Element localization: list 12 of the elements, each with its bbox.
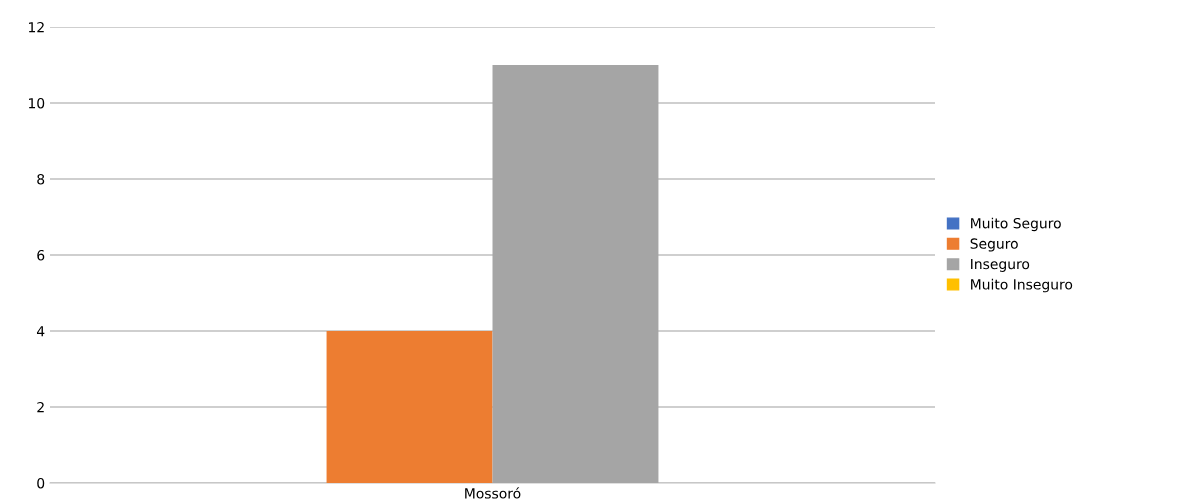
y-tick-label: 0 [37,477,45,489]
x-tick-label: Mossoró [465,487,521,499]
legend-label: Muito Seguro [971,217,1061,232]
legend-label: Inseguro [971,258,1030,272]
y-tick-label: 10 [28,97,45,109]
y-tick-label: 6 [37,249,45,261]
legend-label: Seguro [970,238,1018,252]
y-tick-label: 4 [36,326,45,337]
y-tick-label: 2 [37,401,44,413]
y-tick-label: 12 [28,21,44,33]
y-tick-label: 8 [37,173,45,185]
legend-label: Muito Inseguro [971,278,1073,293]
